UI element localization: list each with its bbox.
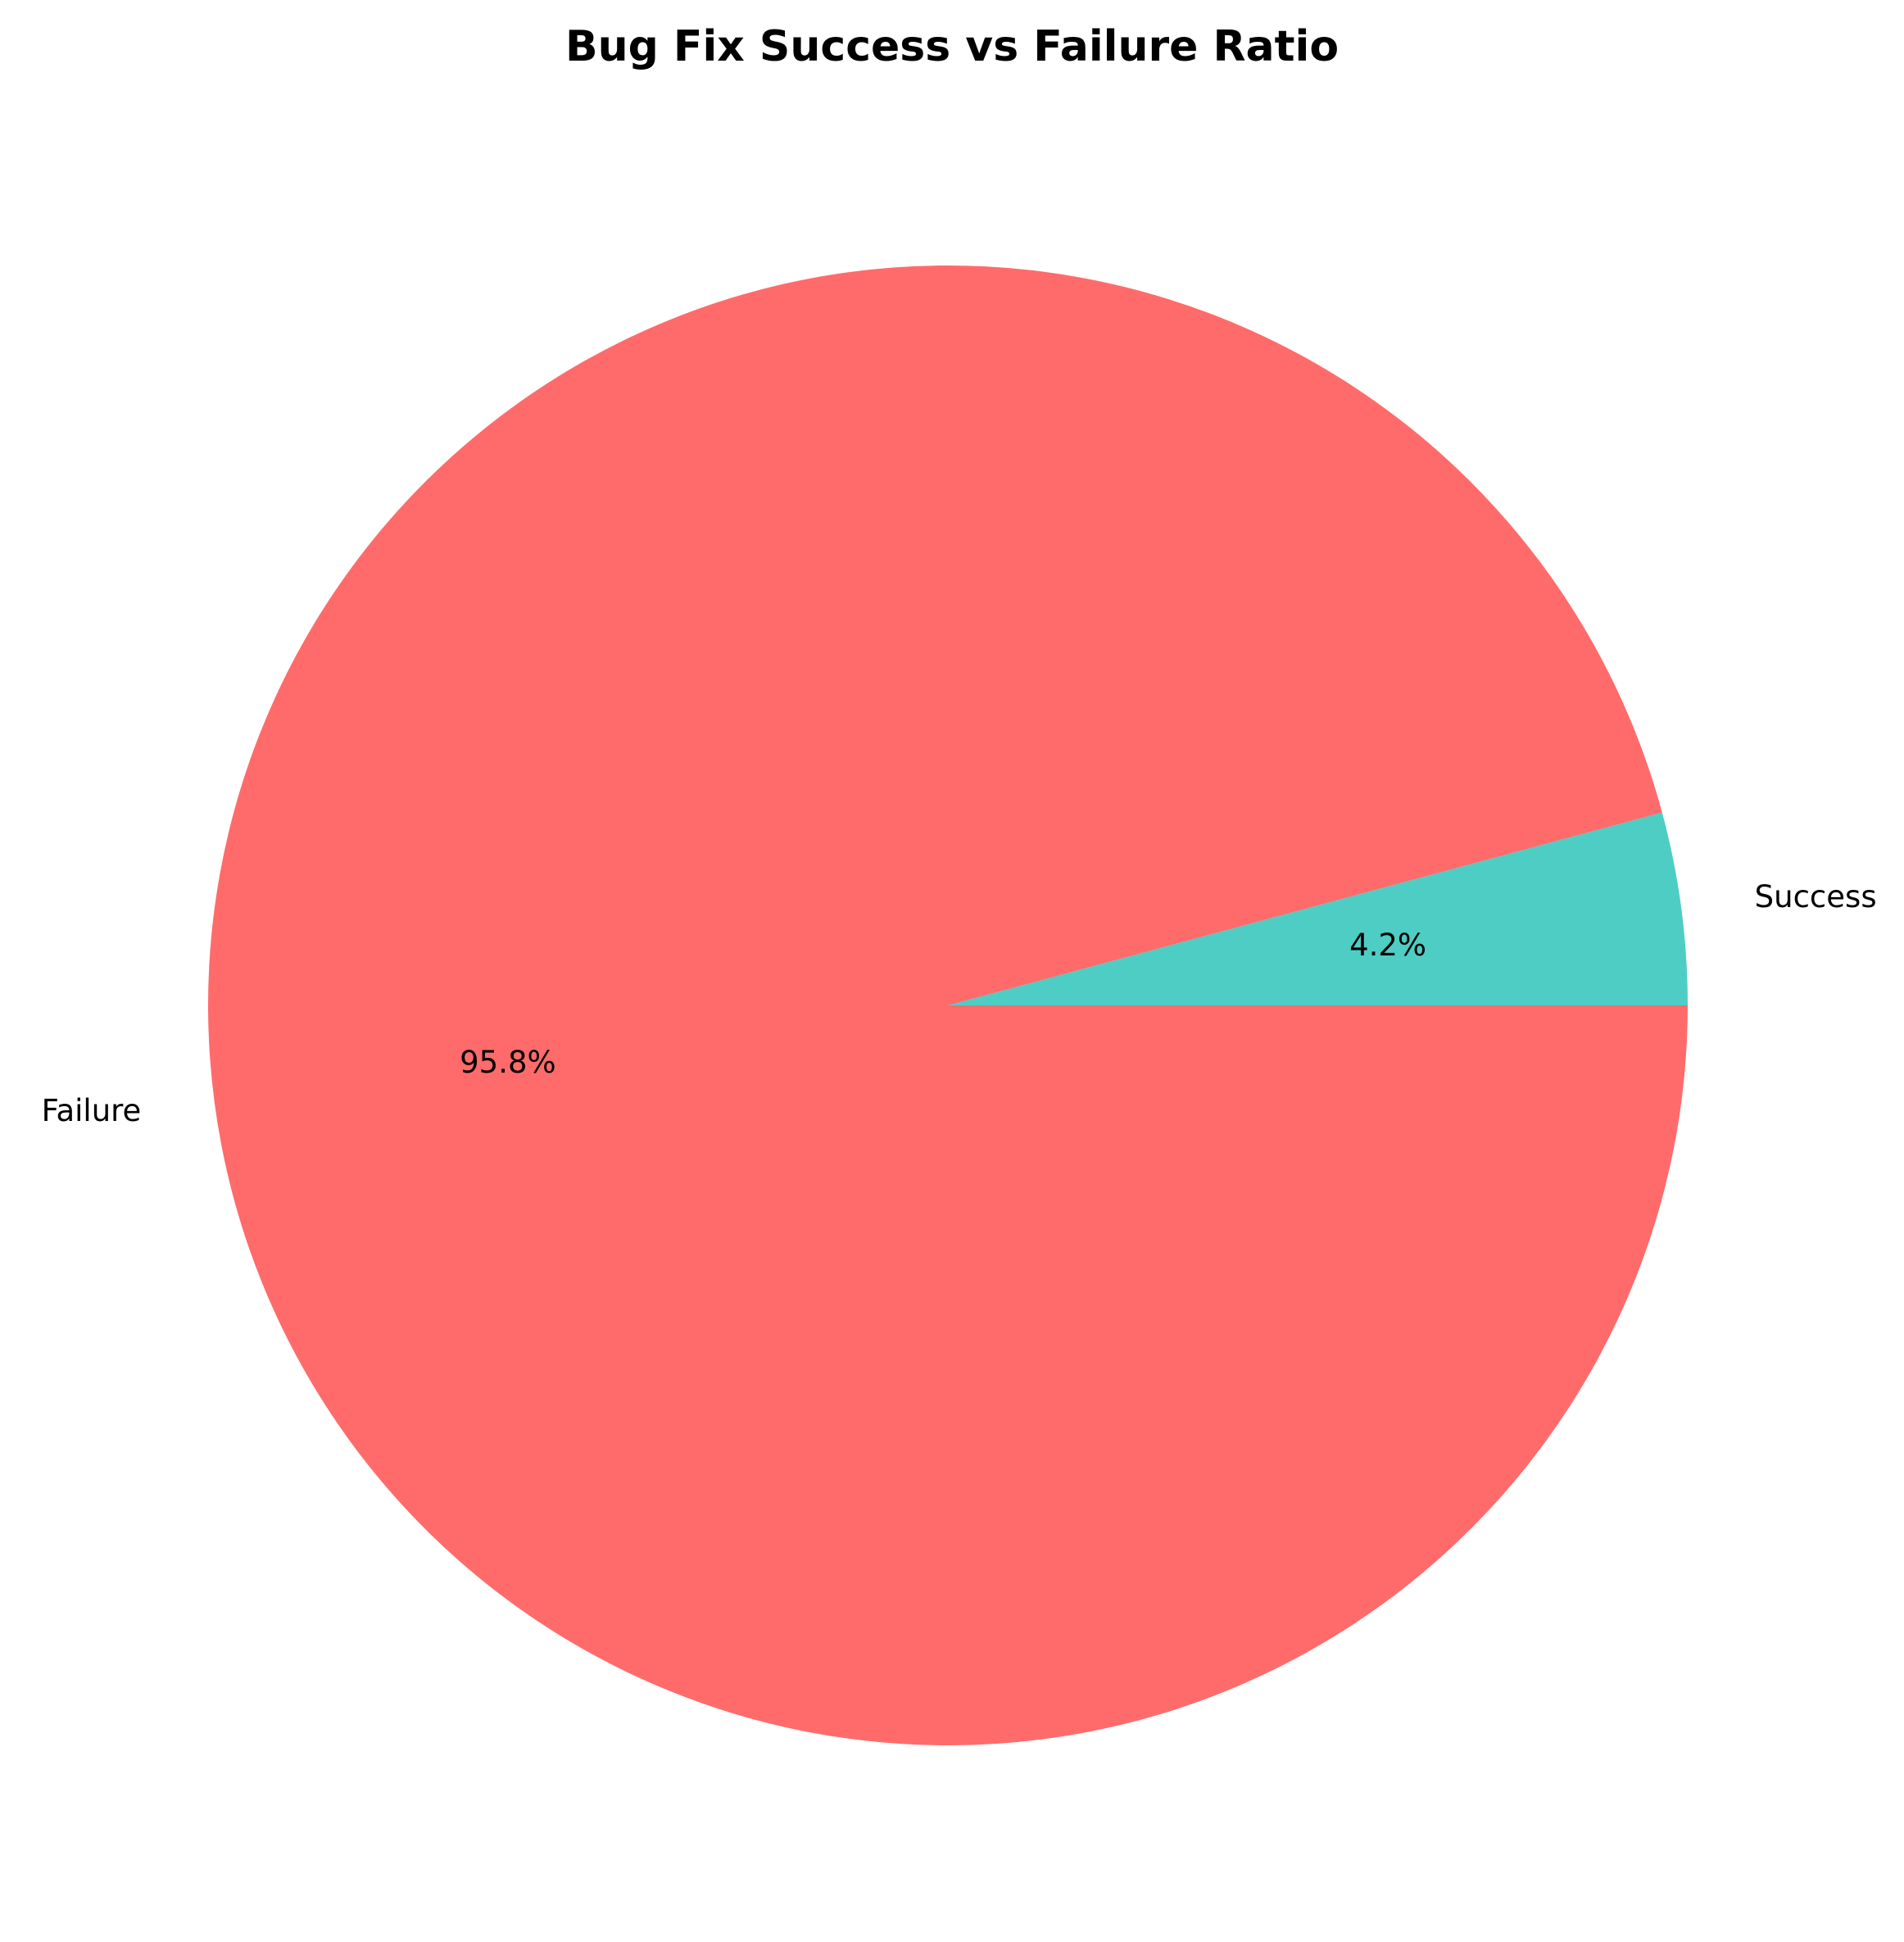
pie-labels: Success 4.2% Failure 95.8% <box>42 879 1877 1128</box>
slice-label-success: Success <box>1755 879 1877 914</box>
slice-label-failure: Failure <box>42 1093 142 1128</box>
slice-pct-label-success: 4.2% <box>1349 928 1426 963</box>
pie-slice-success <box>948 812 1688 1005</box>
pie-slices <box>208 265 1688 1746</box>
slice-pct-label-failure: 95.8% <box>460 1045 556 1080</box>
pie-slice-failure <box>208 265 1688 1746</box>
chart-title: Bug Fix Success vs Failure Ratio <box>565 22 1339 71</box>
